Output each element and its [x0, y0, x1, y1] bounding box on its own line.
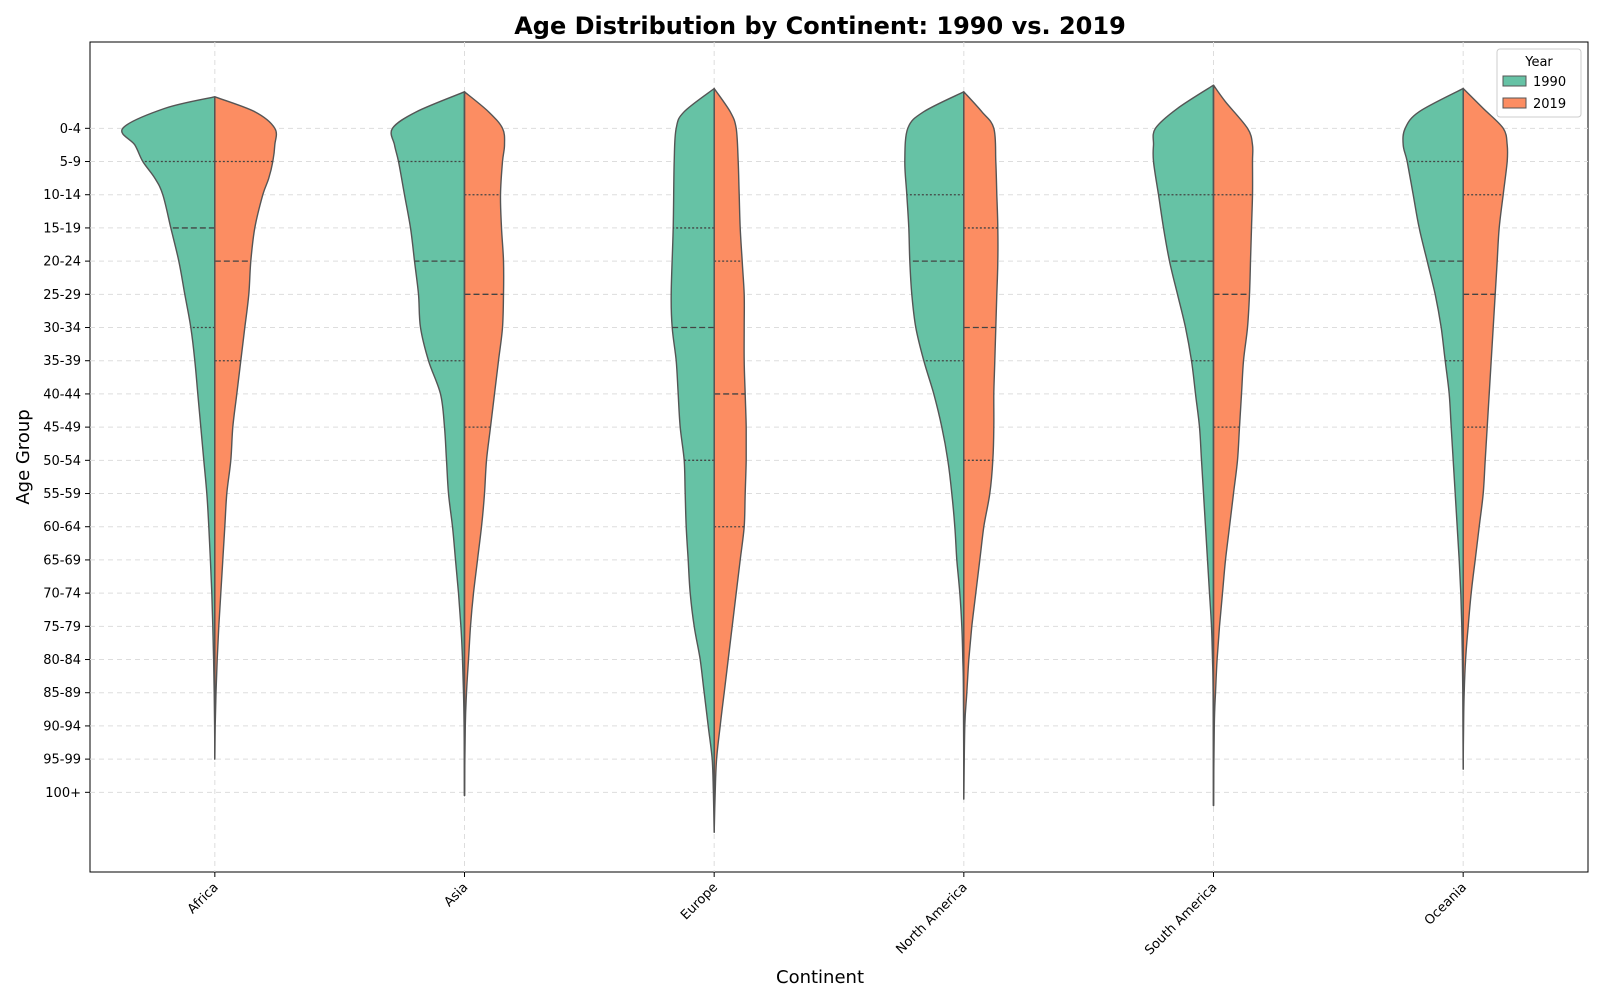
y-tick-label: 45-49 — [43, 421, 81, 436]
y-tick-label: 65-69 — [43, 553, 81, 568]
legend-swatch-1990 — [1502, 75, 1527, 87]
legend: Year 1990 2019 — [1496, 48, 1582, 118]
y-axis-ticks: 0-4 5-9 10-14 15-19 20-24 25-29 30-34 35-39 40-4… — [43, 122, 90, 801]
y-tick-label: 20-24 — [43, 255, 81, 270]
x-axis-ticks: Africa Asia Europe North America South Ameri… — [185, 872, 1470, 958]
y-tick-label: 30-34 — [43, 321, 81, 336]
y-tick-label: 100+ — [45, 786, 81, 801]
legend-entry-1990: 1990 — [1533, 75, 1566, 90]
y-tick-label: 50-54 — [43, 454, 81, 469]
violin-africa-2019 — [214, 96, 278, 760]
violin-oceania-1990 — [1402, 87, 1464, 770]
y-tick-label: 60-64 — [43, 520, 81, 535]
y-tick-label: 75-79 — [43, 620, 81, 635]
y-tick-label: 95-99 — [43, 753, 81, 768]
y-tick-label: 85-89 — [43, 686, 81, 701]
x-tick-label: Oceania — [1422, 880, 1470, 928]
violin-asia-2019 — [463, 91, 506, 797]
violin-oceania-2019 — [1462, 87, 1509, 770]
violin-north-america-2019 — [963, 91, 999, 800]
x-axis-label: Continent — [776, 967, 864, 988]
legend-entry-2019: 2019 — [1533, 97, 1566, 112]
y-tick-label: 70-74 — [43, 587, 81, 602]
violin-south-america-2019 — [1212, 84, 1254, 807]
x-tick-label: North America — [893, 880, 970, 957]
legend-title: Year — [1524, 55, 1553, 70]
y-tick-label: 90-94 — [43, 719, 81, 734]
violin-europe-2019 — [713, 87, 747, 833]
y-tick-label: 15-19 — [43, 221, 81, 236]
y-tick-label: 25-29 — [43, 288, 81, 303]
x-tick-label: Europe — [678, 880, 721, 923]
violin-asia-1990 — [390, 91, 466, 797]
y-tick-label: 10-14 — [43, 188, 81, 203]
y-tick-label: 55-59 — [43, 487, 81, 502]
chart-title: Age Distribution by Continent: 1990 vs. … — [514, 12, 1126, 40]
violin-north-america-1990 — [904, 91, 965, 800]
x-tick-label: Asia — [441, 880, 471, 910]
x-tick-label: Africa — [185, 880, 222, 917]
y-tick-label: 35-39 — [43, 354, 81, 369]
y-tick-label: 40-44 — [43, 387, 81, 402]
y-tick-label: 80-84 — [43, 653, 81, 668]
y-axis-label: Age Group — [13, 409, 34, 504]
y-tick-label: 5-9 — [60, 155, 81, 170]
x-tick-label: South America — [1142, 880, 1220, 958]
plot-area — [89, 41, 1589, 873]
legend-swatch-2019 — [1502, 97, 1527, 109]
violins — [121, 84, 1509, 833]
grid — [90, 42, 1588, 872]
violin-africa-1990 — [121, 96, 216, 760]
violin-south-america-1990 — [1152, 84, 1215, 807]
y-tick-label: 0-4 — [60, 122, 81, 137]
